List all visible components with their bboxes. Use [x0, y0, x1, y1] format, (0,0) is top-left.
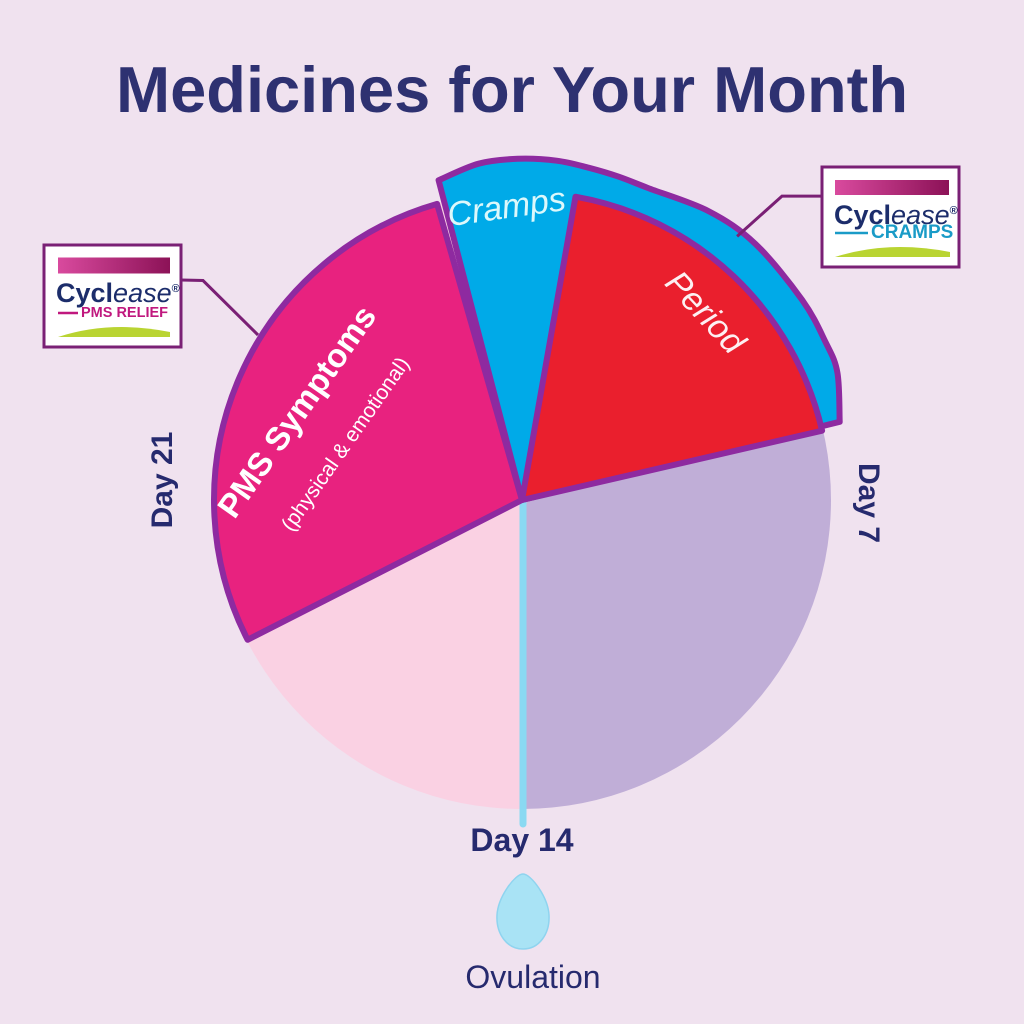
svg-text:Day 14: Day 14 [470, 822, 573, 858]
svg-text:PMS RELIEF: PMS RELIEF [81, 305, 168, 321]
svg-text:Day 7: Day 7 [852, 463, 885, 543]
svg-text:Day 21: Day 21 [146, 432, 179, 529]
svg-text:CRAMPS: CRAMPS [871, 222, 953, 243]
svg-text:Ovulation: Ovulation [465, 959, 600, 995]
svg-text:Medicines for Your Month: Medicines for Your Month [116, 53, 908, 126]
svg-text:Cyclease®: Cyclease® [56, 278, 180, 308]
